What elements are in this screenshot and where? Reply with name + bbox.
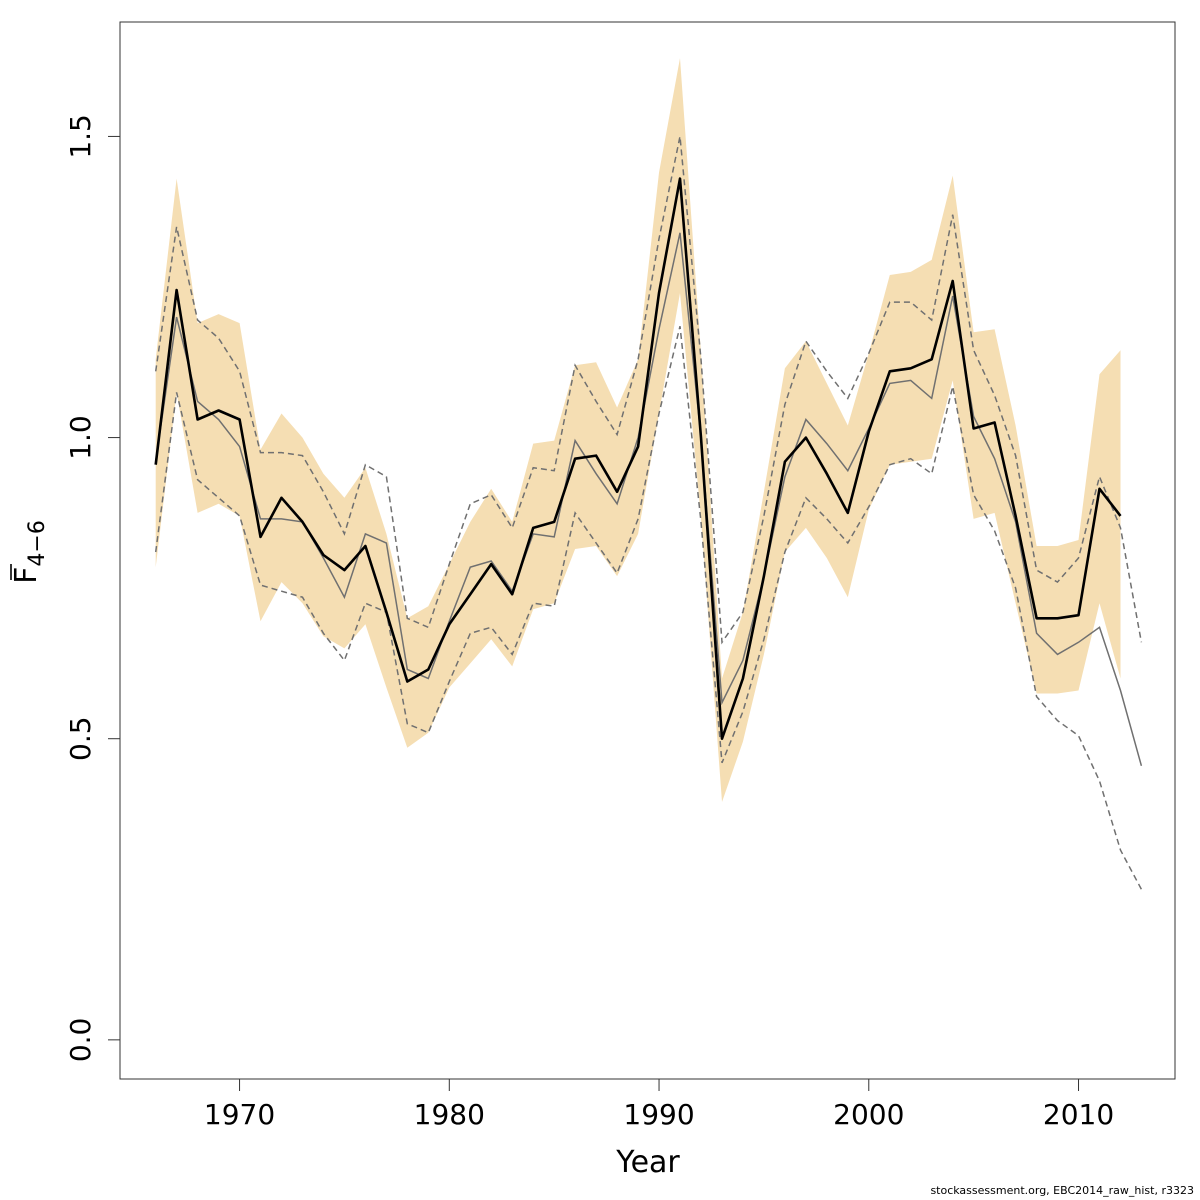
series-line-retro-upper bbox=[154, 136, 1143, 645]
y-tick-label: 1.0 bbox=[64, 415, 97, 460]
svg-text:F4−6: F4−6 bbox=[9, 520, 50, 584]
y-axis-title: F4−6 bbox=[9, 520, 50, 584]
series-line-retro-solid bbox=[154, 232, 1143, 767]
estimate-line-layer bbox=[154, 177, 1122, 741]
confidence-band-layer bbox=[155, 58, 1121, 803]
y-axis-title-main: F bbox=[9, 567, 44, 584]
x-tick-label: 2000 bbox=[833, 1098, 904, 1131]
y-axis-title-subscript: 4−6 bbox=[25, 520, 50, 566]
x-axis-title: Year bbox=[615, 1145, 680, 1180]
x-tick-label: 1980 bbox=[414, 1098, 485, 1131]
x-axis: 1970 1980 1990 2000 2010 bbox=[204, 1078, 1114, 1131]
x-tick-label: 1990 bbox=[623, 1098, 694, 1131]
footer-credit: stockassessment.org, EBC2014_raw_hist, r… bbox=[930, 1184, 1194, 1197]
confidence-band bbox=[155, 58, 1121, 803]
y-tick-label: 0.5 bbox=[64, 716, 97, 761]
y-tick-label: 1.5 bbox=[64, 114, 97, 159]
y-axis: 0.0 0.5 1.0 1.5 bbox=[64, 114, 121, 1063]
x-tick-label: 2010 bbox=[1043, 1098, 1114, 1131]
series-line-retro-lower bbox=[154, 326, 1143, 890]
x-tick-label: 1970 bbox=[204, 1098, 275, 1131]
series-line-estimate bbox=[154, 177, 1122, 741]
retro-lines-layer bbox=[154, 136, 1143, 890]
y-tick-label: 0.0 bbox=[64, 1018, 97, 1063]
